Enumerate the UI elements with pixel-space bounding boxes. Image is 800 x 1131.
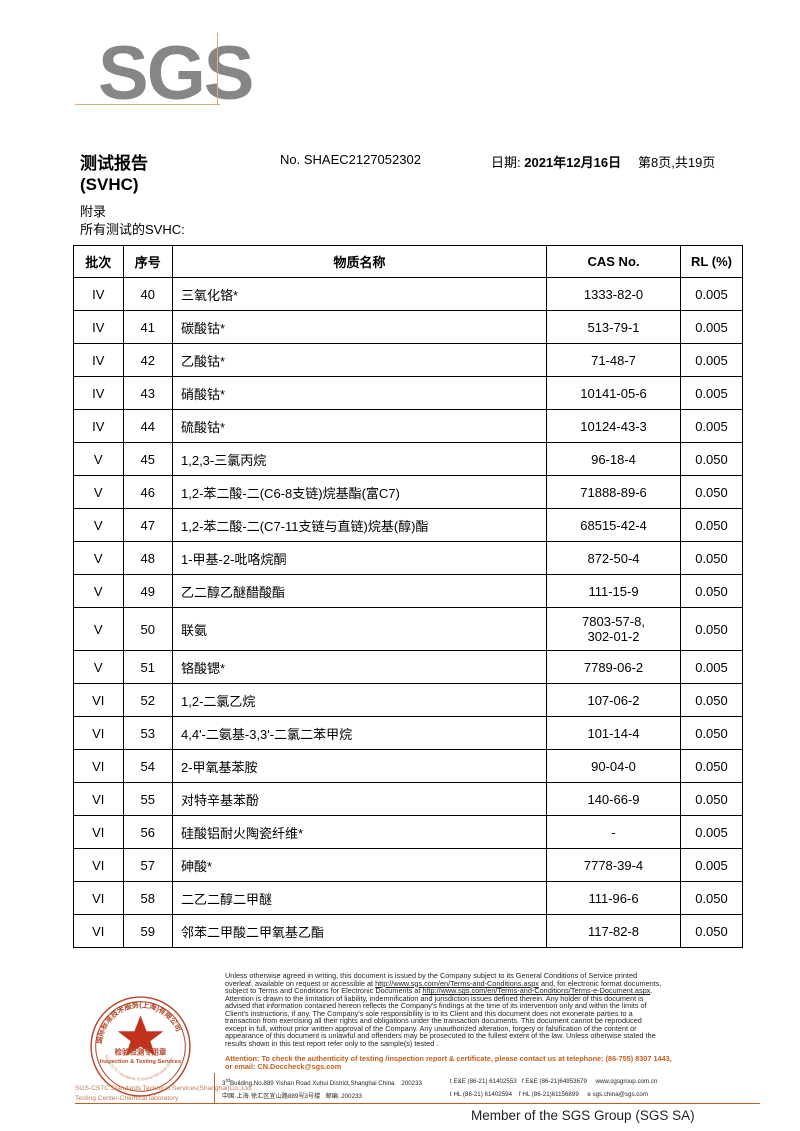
svg-text:检验检测专用章: 检验检测专用章 xyxy=(115,1047,167,1057)
